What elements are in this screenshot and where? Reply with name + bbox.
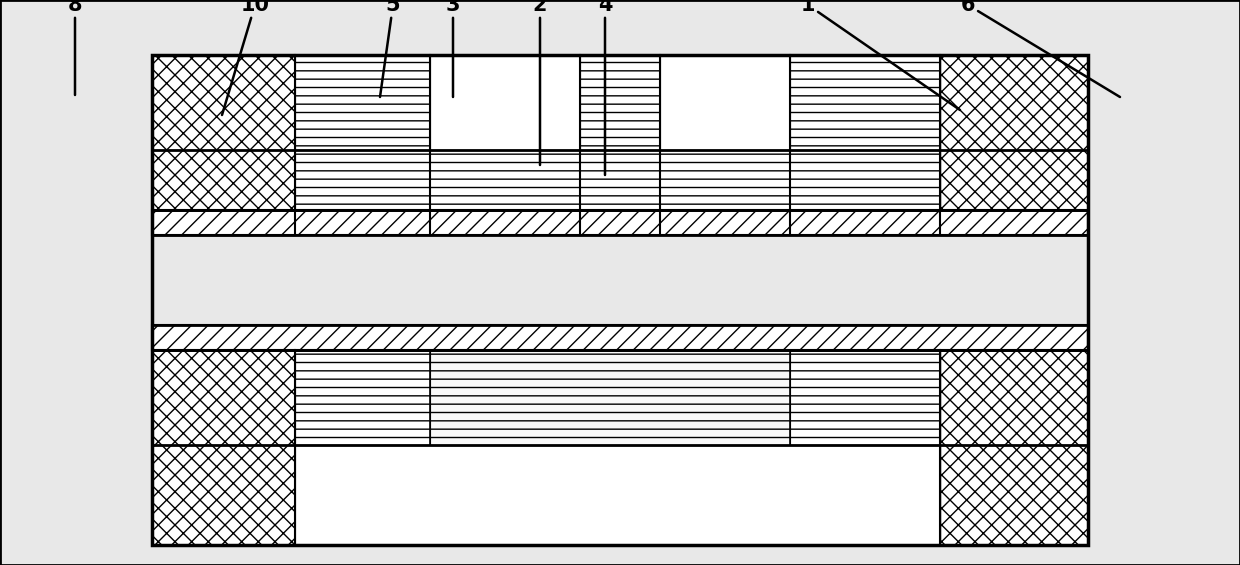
- Bar: [660, 55, 790, 150]
- Bar: [295, 350, 940, 445]
- Bar: [295, 445, 940, 545]
- Bar: [295, 150, 940, 210]
- Text: 8: 8: [68, 0, 82, 95]
- Bar: [153, 210, 1087, 235]
- Text: 4: 4: [598, 0, 613, 175]
- Bar: [153, 55, 1087, 545]
- Bar: [153, 350, 295, 545]
- Text: 10: 10: [222, 0, 269, 115]
- Bar: [430, 350, 790, 445]
- Bar: [940, 350, 1087, 545]
- Bar: [295, 55, 430, 150]
- Text: 6: 6: [961, 0, 1120, 97]
- Bar: [790, 55, 940, 150]
- Text: 3: 3: [445, 0, 460, 97]
- Bar: [153, 325, 1087, 350]
- Bar: [940, 55, 1087, 235]
- Text: 2: 2: [533, 0, 547, 165]
- Text: 5: 5: [379, 0, 401, 97]
- Bar: [580, 55, 660, 150]
- Text: 1: 1: [801, 0, 960, 110]
- Bar: [430, 55, 580, 150]
- Bar: [153, 55, 295, 235]
